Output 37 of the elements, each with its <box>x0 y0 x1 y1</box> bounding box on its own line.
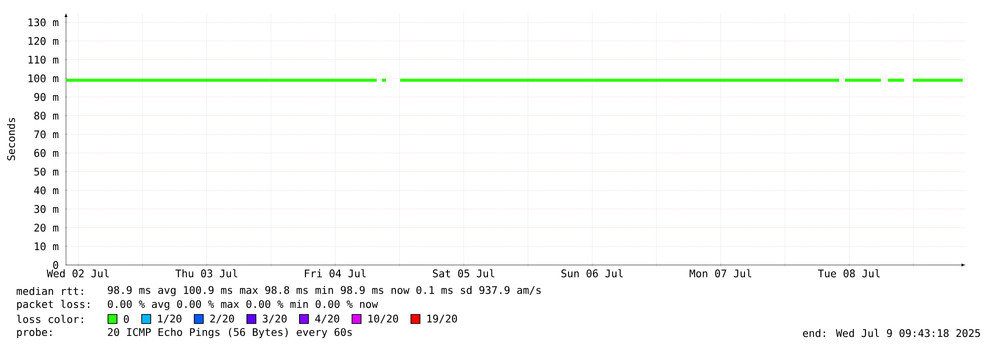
y-tick-label: 100 m <box>28 74 58 82</box>
y-tick-label: 10 m <box>34 242 58 250</box>
y-tick-label: 0 <box>53 261 58 269</box>
legend-label: 0 <box>124 315 129 323</box>
y-tick-label: 110 m <box>28 56 58 64</box>
text: packet loss: <box>17 300 90 310</box>
legend-label: 1/20 <box>158 314 182 324</box>
text: 20 ICMP Echo Pings (56 Bytes) every 60s <box>108 328 352 338</box>
y-tick-label: 70 m <box>34 130 58 138</box>
legend-label: 19/20 <box>427 314 457 324</box>
legend-label: 3/20 <box>262 314 287 324</box>
x-tick-label: Thu 03 Jul <box>175 269 238 278</box>
y-tick-label: 20 m <box>34 224 58 232</box>
text: end: Wed Jul 9 09:43:18 2025 <box>802 328 980 338</box>
x-tick-label: Fri 04 Jul <box>304 269 366 278</box>
legend-label: 2/20 <box>210 314 234 324</box>
x-tick-label: Sat 05 Jul <box>432 269 494 278</box>
x-tick-label: Mon 07 Jul <box>690 269 752 278</box>
text: 98.9 ms avg 100.9 ms max 98.8 ms min 98.9 ms now 0.1 ms sd 937.9 am/s <box>108 286 541 296</box>
y-tick-label: 30 m <box>34 205 58 213</box>
x-tick-label: Tue 08 Jul <box>818 269 880 278</box>
y-tick-label: 130 m <box>28 18 58 26</box>
legend-title: loss color: <box>17 314 83 324</box>
x-tick-label: Wed 02 Jul <box>46 269 109 278</box>
y-tick-label: 60 m <box>34 149 58 157</box>
legend-label: 10/20 <box>368 314 398 324</box>
text: median rtt: <box>16 286 83 296</box>
x-tick-label: Sun 06 Jul <box>561 269 623 278</box>
y-tick-label: 50 m <box>34 168 58 176</box>
y-tick-label: 90 m <box>34 93 58 101</box>
text: 0.00 % avg 0.00 % max 0.00 % min 0.00 % now <box>108 300 378 310</box>
y-tick-label: 80 m <box>34 112 58 120</box>
legend-label: 4/20 <box>315 314 340 324</box>
text: probe: <box>17 328 52 338</box>
y-tick-label: 40 m <box>34 186 58 194</box>
y-axis-title: Seconds <box>6 118 16 160</box>
y-tick-label: 120 m <box>28 37 58 45</box>
